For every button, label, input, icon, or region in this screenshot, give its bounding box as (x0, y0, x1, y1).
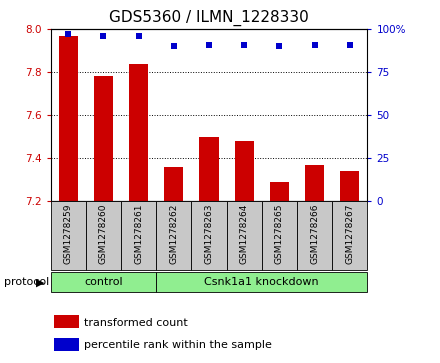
Bar (86, 201, 121, 270)
Text: GSM1278266: GSM1278266 (310, 204, 319, 264)
Bar (94, 77, 113, 201)
Point (135, 33, 142, 39)
Bar (332, 201, 367, 270)
Bar (340, 171, 359, 201)
Bar (227, 201, 262, 270)
Bar (121, 201, 156, 270)
Text: percentile rank within the sample: percentile rank within the sample (84, 340, 272, 350)
Bar (129, 64, 148, 201)
Point (100, 33, 107, 39)
Bar (51, 272, 156, 292)
Text: GSM1278267: GSM1278267 (345, 204, 354, 264)
Text: GSM1278262: GSM1278262 (169, 204, 178, 264)
Point (276, 44, 283, 49)
Point (170, 44, 177, 49)
Text: GSM1278259: GSM1278259 (64, 204, 73, 264)
Text: control: control (84, 277, 123, 287)
Bar (191, 201, 227, 270)
Text: transformed count: transformed count (84, 318, 187, 328)
Text: GSM1278260: GSM1278260 (99, 204, 108, 264)
Bar (164, 167, 183, 201)
Point (205, 42, 213, 48)
Point (346, 42, 353, 48)
Bar (297, 201, 332, 270)
Title: GDS5360 / ILMN_1228330: GDS5360 / ILMN_1228330 (109, 10, 309, 26)
Point (65, 31, 72, 37)
Bar (54, 338, 79, 351)
Text: GSM1278265: GSM1278265 (275, 204, 284, 264)
Text: GSM1278263: GSM1278263 (205, 204, 213, 264)
Text: GSM1278264: GSM1278264 (240, 204, 249, 264)
Text: GSM1278261: GSM1278261 (134, 204, 143, 264)
Bar (262, 201, 297, 270)
Text: protocol: protocol (4, 277, 50, 287)
Bar (59, 36, 78, 201)
Bar (235, 141, 254, 201)
Bar (51, 201, 86, 270)
Bar (156, 201, 191, 270)
Bar (270, 182, 289, 201)
Text: Csnk1a1 knockdown: Csnk1a1 knockdown (205, 277, 319, 287)
Point (241, 42, 248, 48)
Point (311, 42, 318, 48)
Bar (54, 315, 79, 329)
Text: ▶: ▶ (36, 277, 44, 287)
Bar (156, 272, 367, 292)
Bar (199, 137, 219, 201)
Bar (305, 165, 324, 201)
